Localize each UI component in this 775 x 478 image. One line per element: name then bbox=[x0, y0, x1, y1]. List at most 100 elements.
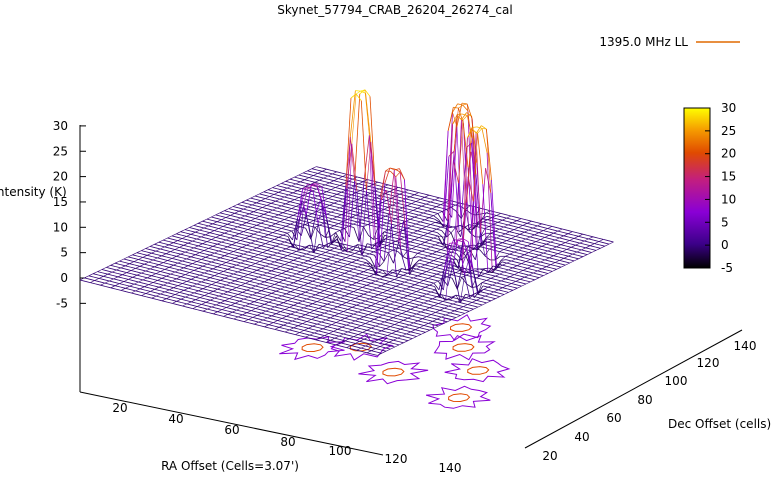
surface-segment bbox=[215, 256, 221, 259]
surface-segment bbox=[198, 248, 205, 251]
surface-segment bbox=[411, 248, 417, 251]
surface-segment bbox=[174, 271, 181, 274]
surface-segment bbox=[390, 346, 395, 350]
surface-segment bbox=[423, 212, 429, 215]
surface-segment bbox=[373, 293, 379, 296]
surface-segment bbox=[292, 189, 298, 192]
surface-segment bbox=[138, 257, 143, 260]
surface-segment bbox=[391, 220, 397, 223]
surface-segment bbox=[315, 269, 320, 273]
surface-segment bbox=[319, 314, 326, 317]
surface-segment bbox=[104, 282, 111, 285]
surface-segment bbox=[293, 218, 300, 221]
surface-segment bbox=[279, 196, 285, 200]
surface-segment bbox=[389, 191, 395, 194]
surface-segment bbox=[351, 143, 358, 192]
surface-segment bbox=[345, 277, 351, 281]
surface-segment bbox=[264, 262, 271, 265]
surface-segment bbox=[496, 215, 502, 218]
surface-segment bbox=[278, 301, 284, 304]
surface-segment bbox=[261, 265, 266, 269]
surface-segment bbox=[456, 253, 462, 261]
surface-segment bbox=[395, 216, 401, 220]
surface-segment bbox=[543, 252, 549, 255]
surface-segment bbox=[466, 103, 472, 143]
surface-segment bbox=[429, 284, 435, 287]
surface-segment bbox=[493, 289, 499, 293]
surface-segment bbox=[572, 251, 578, 255]
surface-segment bbox=[199, 293, 205, 296]
surface-segment bbox=[407, 231, 414, 234]
surface-segment bbox=[167, 258, 173, 261]
surface-segment bbox=[408, 276, 414, 279]
surface-segment bbox=[322, 174, 329, 177]
surface-segment bbox=[154, 286, 160, 290]
surface-segment bbox=[322, 281, 328, 285]
surface-segment bbox=[220, 234, 226, 237]
surface-segment bbox=[397, 273, 404, 276]
surface-segment bbox=[469, 205, 476, 208]
surface-segment bbox=[144, 284, 149, 287]
surface-segment bbox=[300, 316, 307, 319]
surface-segment bbox=[255, 306, 261, 309]
surface-segment bbox=[297, 280, 304, 283]
surface-segment bbox=[360, 280, 366, 283]
surface-segment bbox=[297, 255, 303, 259]
surface-segment bbox=[152, 280, 158, 283]
surface-segment bbox=[251, 310, 257, 313]
surface-segment bbox=[263, 211, 269, 215]
surface-segment bbox=[313, 218, 319, 221]
surface-segment bbox=[351, 261, 358, 264]
surface-segment bbox=[171, 233, 177, 237]
surface-segment bbox=[313, 195, 319, 199]
surface-segment bbox=[437, 299, 443, 302]
surface-segment bbox=[307, 324, 313, 327]
surface-segment bbox=[310, 249, 316, 253]
surface-segment bbox=[368, 295, 375, 298]
surface-segment bbox=[233, 318, 239, 321]
surface-segment bbox=[516, 263, 522, 266]
surface-segment bbox=[141, 248, 146, 251]
surface-segment bbox=[176, 233, 182, 236]
surface-segment bbox=[373, 204, 379, 208]
surface-segment bbox=[480, 297, 486, 300]
surface-segment bbox=[377, 332, 383, 335]
surface-segment bbox=[304, 244, 310, 248]
surface-segment bbox=[338, 311, 344, 314]
surface-segment bbox=[275, 290, 282, 293]
surface-segment bbox=[161, 277, 168, 280]
surface-segment bbox=[316, 186, 321, 190]
surface-segment bbox=[129, 285, 135, 288]
surface-segment bbox=[373, 227, 379, 240]
surface-segment bbox=[403, 319, 409, 322]
surface-segment bbox=[249, 280, 255, 283]
surface-segment bbox=[365, 304, 372, 307]
surface-segment bbox=[360, 302, 367, 305]
surface-segment bbox=[330, 298, 337, 301]
surface-segment bbox=[283, 324, 289, 327]
x-axis-line bbox=[79, 391, 384, 456]
surface-segment bbox=[255, 240, 261, 243]
surface-segment bbox=[367, 224, 373, 227]
surface-segment bbox=[191, 304, 198, 307]
surface-segment bbox=[402, 250, 408, 257]
surface-segment bbox=[557, 251, 563, 254]
surface-segment bbox=[483, 268, 489, 273]
surface-segment bbox=[256, 311, 262, 314]
surface-segment bbox=[384, 302, 391, 305]
surface-segment bbox=[467, 127, 473, 138]
surface-segment bbox=[538, 230, 544, 233]
surface-segment bbox=[348, 223, 354, 227]
surface-segment bbox=[359, 273, 365, 276]
surface-segment bbox=[223, 316, 229, 319]
surface-segment bbox=[487, 241, 493, 244]
surface-segment bbox=[199, 272, 205, 276]
surface-segment bbox=[315, 247, 320, 251]
surface-segment bbox=[179, 245, 184, 248]
surface-segment bbox=[119, 258, 124, 262]
surface-segment bbox=[388, 294, 394, 298]
surface-segment bbox=[518, 227, 524, 230]
surface-segment bbox=[493, 222, 499, 225]
surface-segment bbox=[383, 318, 389, 321]
surface-segment bbox=[470, 295, 476, 298]
